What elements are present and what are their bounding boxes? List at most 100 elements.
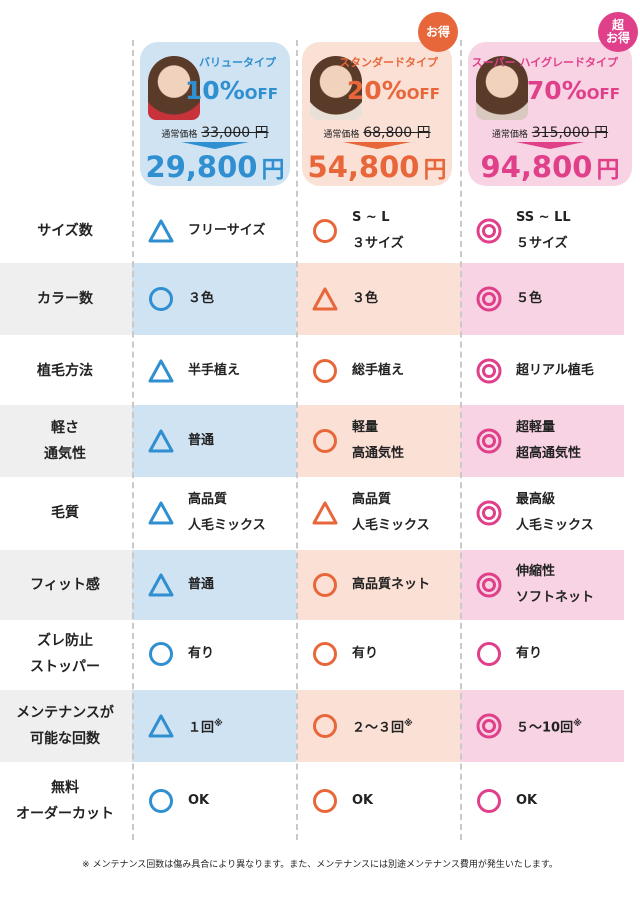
circle-rating-icon <box>476 788 502 814</box>
double-circle-rating-icon <box>476 500 502 526</box>
cell-value: 高品質 人毛ミックス <box>188 492 266 533</box>
cell-text: OK <box>516 788 537 814</box>
triangle-rating-icon <box>312 286 338 312</box>
price-yen: 円 <box>596 157 620 183</box>
sale-price: 54,800 円 <box>302 150 452 184</box>
comparison-cell: フリーサイズ <box>148 200 292 262</box>
row-color-band <box>296 405 460 477</box>
plan-discount: 70%OFF <box>527 76 620 105</box>
cell-value: ２～３回 <box>352 720 405 736</box>
circle-rating-icon <box>312 358 338 384</box>
row-color-band <box>132 263 296 335</box>
row-gray-band <box>0 405 132 477</box>
triangle-rating-icon <box>148 358 174 384</box>
row-label: 無料 オーダーカット <box>16 780 114 822</box>
row-color-band <box>460 263 624 335</box>
cell-text: 普通 <box>188 428 214 454</box>
discount-off: OFF <box>406 85 440 103</box>
cell-value: フリーサイズ <box>188 223 266 238</box>
comparison-cell: ５～10回※ <box>476 690 620 762</box>
column-divider <box>296 40 298 840</box>
footnote-mark: ※ <box>214 718 223 729</box>
price-value: 54,800 <box>307 150 420 184</box>
triangle-rating-icon <box>148 572 174 598</box>
cell-value: SS ~ LL ５サイズ <box>516 210 571 251</box>
discount-off: OFF <box>244 85 278 103</box>
row-label: カラー数 <box>37 291 93 307</box>
footnote-mark: ※ <box>404 718 413 729</box>
row-label: 毛質 <box>51 505 79 521</box>
comparison-cell: 伸縮性 ソフトネット <box>476 550 620 620</box>
row-color-band <box>296 550 460 620</box>
cell-value: ３色 <box>188 291 215 306</box>
circle-rating-icon <box>312 713 338 739</box>
triangle-rating-icon <box>148 713 174 739</box>
price-value: 94,800 <box>480 150 593 184</box>
row-gray-band <box>0 550 132 620</box>
triangle-rating-icon <box>148 428 174 454</box>
cell-value: １回 <box>188 720 215 736</box>
cell-value: OK <box>516 793 538 808</box>
discount-value: 10% <box>184 76 245 105</box>
circle-rating-icon <box>312 218 338 244</box>
circle-rating-icon <box>312 572 338 598</box>
row-label: 軽さ 通気性 <box>44 420 86 462</box>
cell-value: 高品質ネット <box>352 577 431 592</box>
circle-rating-icon <box>312 788 338 814</box>
cell-value: OK <box>188 793 210 808</box>
cell-value: 有り <box>352 646 379 661</box>
deal-badge: 超 お得 <box>598 12 638 52</box>
model-photo <box>310 56 362 120</box>
cell-value: 伸縮性 ソフトネット <box>516 564 595 605</box>
cell-text: 高品質 人毛ミックス <box>352 487 430 539</box>
comparison-cell: 総手植え <box>312 340 456 402</box>
cell-value: ３色 <box>352 291 379 306</box>
sale-price: 29,800 円 <box>140 150 290 184</box>
regular-label: 通常価格 <box>323 130 360 140</box>
plan-discount: 10%OFF <box>185 76 278 105</box>
regular-label: 通常価格 <box>491 130 528 140</box>
cell-text: 高品質 人毛ミックス <box>188 487 266 539</box>
price-arrow <box>181 142 249 149</box>
cell-text: フリーサイズ <box>188 218 265 244</box>
row-label: メンテナンスが 可能な回数 <box>16 705 114 747</box>
double-circle-rating-icon <box>476 713 502 739</box>
row-color-band <box>296 263 460 335</box>
cell-text: S ~ L ３サイズ <box>352 205 404 257</box>
comparison-cell: 高品質ネット <box>312 550 456 620</box>
row-label: サイズ数 <box>37 223 93 239</box>
cell-text: SS ~ LL ５サイズ <box>516 205 571 257</box>
row-label: 植毛方法 <box>37 363 93 379</box>
cell-text: ２～３回※ <box>352 711 413 741</box>
cell-text: OK <box>352 788 373 814</box>
cell-text: ５色 <box>516 286 542 312</box>
regular-label: 通常価格 <box>161 130 198 140</box>
cell-value: ５～10回 <box>516 720 574 736</box>
comparison-cell: 有り <box>476 620 620 688</box>
model-photo <box>476 56 528 120</box>
cell-value: 高品質 人毛ミックス <box>352 492 430 533</box>
triangle-rating-icon <box>148 500 174 526</box>
row-label: ズレ防止 ストッパー <box>30 633 100 675</box>
cell-value: 有り <box>188 646 215 661</box>
double-circle-rating-icon <box>476 286 502 312</box>
cell-text: 伸縮性 ソフトネット <box>516 559 594 611</box>
cell-value: 有り <box>516 646 543 661</box>
cell-text: 超リアル植毛 <box>516 358 594 384</box>
circle-rating-icon <box>312 641 338 667</box>
cell-text: 軽量 高通気性 <box>352 415 404 467</box>
double-circle-rating-icon <box>476 428 502 454</box>
plan-discount: 20%OFF <box>347 76 440 105</box>
price-arrow <box>343 142 411 149</box>
comparison-cell: １回※ <box>148 690 292 762</box>
comparison-cell: ２～３回※ <box>312 690 456 762</box>
discount-value: 70% <box>526 76 587 105</box>
cell-text: 総手植え <box>352 358 404 384</box>
cell-value: 普通 <box>188 577 215 592</box>
regular-value: 68,800 円 <box>363 125 431 141</box>
row-color-band <box>296 690 460 762</box>
cell-value: 超リアル植毛 <box>516 363 594 378</box>
cell-text: ５～10回※ <box>516 711 582 741</box>
price-value: 29,800 <box>145 150 258 184</box>
comparison-cell: 超軽量 超高通気性 <box>476 405 620 477</box>
